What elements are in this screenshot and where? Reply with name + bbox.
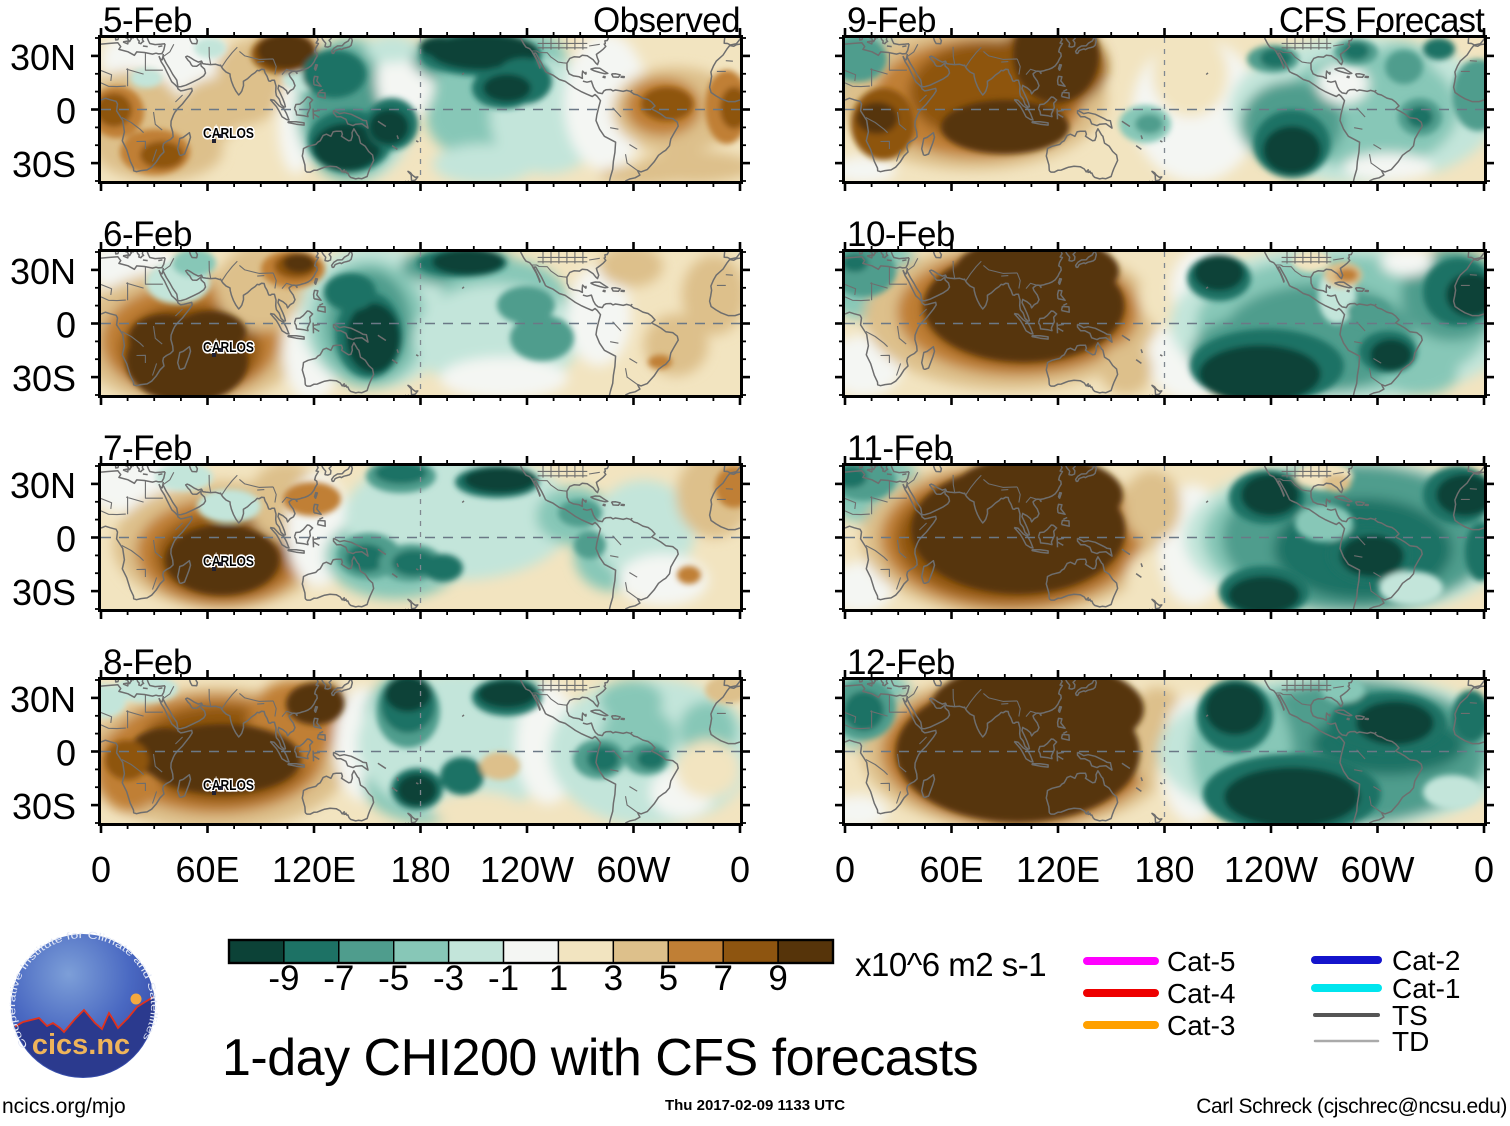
svg-text:3: 3	[604, 959, 623, 998]
svg-text:180: 180	[390, 849, 450, 890]
svg-text:0: 0	[56, 305, 76, 346]
svg-text:-5: -5	[378, 959, 409, 998]
svg-text:TS: TS	[1392, 1000, 1428, 1031]
svg-text:Cat-2: Cat-2	[1392, 945, 1460, 976]
svg-text:30N: 30N	[10, 679, 76, 720]
svg-text:30N: 30N	[10, 465, 76, 506]
svg-text:CARLOS: CARLOS	[203, 777, 254, 794]
svg-text:Thu 2017-02-09 1133 UTC: Thu 2017-02-09 1133 UTC	[665, 1097, 845, 1114]
svg-text:30S: 30S	[12, 358, 76, 399]
svg-text:Cat-1: Cat-1	[1392, 973, 1460, 1004]
svg-text:1: 1	[549, 959, 568, 998]
svg-text:7-Feb: 7-Feb	[103, 429, 192, 468]
svg-text:0: 0	[56, 519, 76, 560]
svg-text:9-Feb: 9-Feb	[847, 1, 936, 40]
svg-text:60W: 60W	[596, 849, 670, 890]
svg-text:6-Feb: 6-Feb	[103, 215, 192, 254]
svg-text:0: 0	[730, 849, 750, 890]
svg-text:-3: -3	[433, 959, 464, 998]
svg-text:5: 5	[659, 959, 678, 998]
svg-text:60E: 60E	[175, 849, 239, 890]
svg-text:30S: 30S	[12, 786, 76, 827]
svg-text:5-Feb: 5-Feb	[103, 1, 192, 40]
svg-text:180: 180	[1134, 849, 1194, 890]
svg-text:120E: 120E	[1016, 849, 1100, 890]
svg-text:cics.nc: cics.nc	[32, 1029, 130, 1061]
svg-text:12-Feb: 12-Feb	[847, 643, 955, 682]
svg-text:TD: TD	[1392, 1026, 1429, 1057]
svg-text:0: 0	[1474, 849, 1494, 890]
svg-text:7: 7	[713, 959, 732, 998]
svg-text:9: 9	[768, 959, 787, 998]
svg-text:30N: 30N	[10, 37, 76, 78]
svg-text:11-Feb: 11-Feb	[847, 429, 952, 468]
svg-text:120W: 120W	[480, 849, 574, 890]
svg-text:0: 0	[835, 849, 855, 890]
svg-text:-9: -9	[268, 959, 299, 998]
svg-text:x10^6 m2 s-1: x10^6 m2 s-1	[855, 946, 1046, 983]
svg-text:1-day CHI200 with CFS forecast: 1-day CHI200 with CFS forecasts	[222, 1029, 978, 1087]
svg-text:Cat-3: Cat-3	[1167, 1010, 1235, 1041]
svg-text:Observed: Observed	[593, 1, 740, 40]
svg-text:Carl Schreck (cjschrec@ncsu.ed: Carl Schreck (cjschrec@ncsu.edu)	[1196, 1095, 1507, 1118]
svg-text:120E: 120E	[272, 849, 356, 890]
svg-text:-7: -7	[323, 959, 354, 998]
svg-text:CARLOS: CARLOS	[203, 125, 254, 142]
svg-text:Cat-4: Cat-4	[1167, 978, 1235, 1009]
svg-text:30S: 30S	[12, 144, 76, 185]
svg-text:Cat-5: Cat-5	[1167, 946, 1235, 977]
svg-text:120W: 120W	[1224, 849, 1318, 890]
svg-text:60E: 60E	[919, 849, 983, 890]
svg-text:0: 0	[91, 849, 111, 890]
svg-text:60W: 60W	[1340, 849, 1414, 890]
svg-text:CFS Forecast: CFS Forecast	[1279, 1, 1485, 40]
svg-text:CARLOS: CARLOS	[203, 553, 254, 570]
svg-text:8-Feb: 8-Feb	[103, 643, 192, 682]
svg-text:30S: 30S	[12, 572, 76, 613]
svg-text:30N: 30N	[10, 251, 76, 292]
svg-text:0: 0	[56, 733, 76, 774]
svg-text:10-Feb: 10-Feb	[847, 215, 955, 254]
svg-text:-1: -1	[488, 959, 519, 998]
svg-text:CARLOS: CARLOS	[203, 339, 254, 356]
svg-text:0: 0	[56, 91, 76, 132]
svg-text:ncics.org/mjo: ncics.org/mjo	[2, 1095, 126, 1118]
